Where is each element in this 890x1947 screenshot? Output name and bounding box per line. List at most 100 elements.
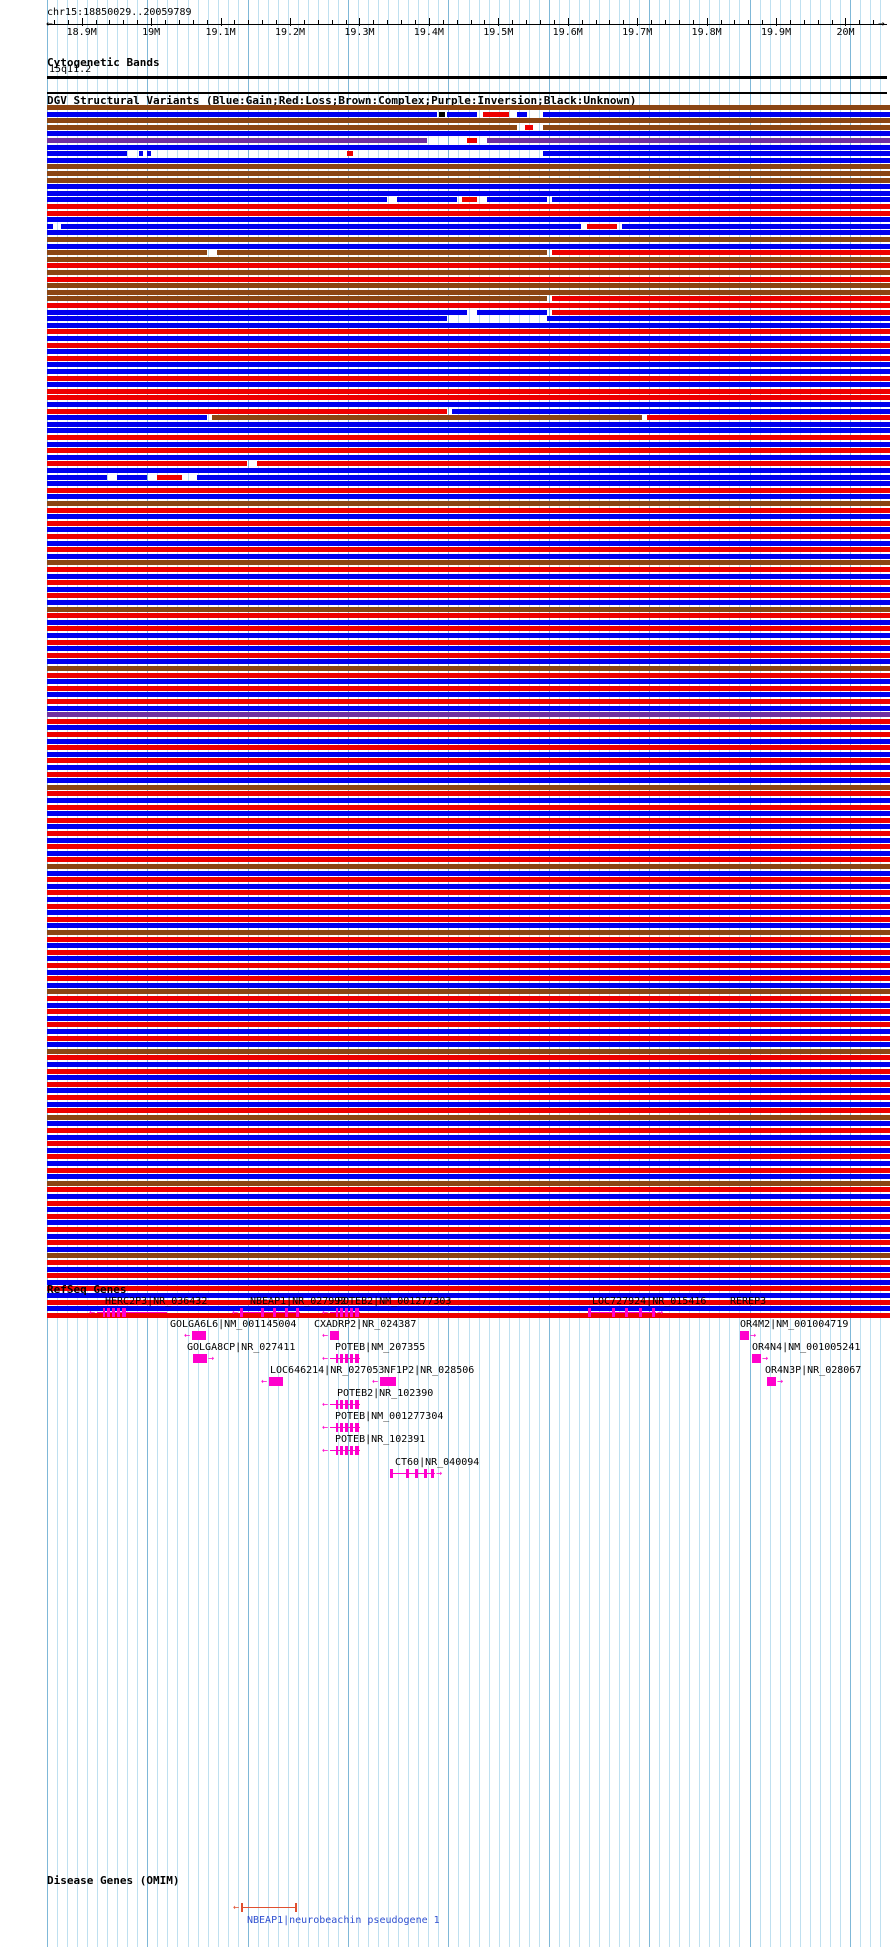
dgv-variant-loss[interactable]: [483, 111, 509, 117]
dgv-variant-complex[interactable]: [47, 606, 890, 612]
dgv-variant-loss[interactable]: [47, 916, 890, 922]
dgv-variant-gain[interactable]: [47, 369, 890, 374]
dgv-variant-gain[interactable]: [47, 111, 437, 117]
refseq-track-title[interactable]: RefSeq Genes: [47, 1283, 127, 1296]
dgv-variant-gain[interactable]: [552, 197, 890, 203]
dgv-variant-loss[interactable]: [47, 329, 890, 335]
dgv-variant-loss[interactable]: [552, 250, 890, 256]
refseq-gene-glyph[interactable]: ←: [261, 1377, 283, 1387]
dgv-variant-gain[interactable]: [47, 184, 890, 190]
dgv-variant-gain[interactable]: [47, 824, 890, 830]
dgv-variant-loss[interactable]: [47, 388, 890, 394]
dgv-variant-loss[interactable]: [47, 732, 890, 737]
dgv-variant-loss[interactable]: [587, 223, 617, 229]
dgv-variant-loss[interactable]: [47, 487, 890, 493]
dgv-variant-complex[interactable]: [47, 118, 890, 124]
dgv-variant-inversion[interactable]: [487, 138, 890, 143]
dgv-variant-loss[interactable]: [47, 1299, 890, 1305]
dgv-variant-loss[interactable]: [257, 461, 890, 467]
dgv-variant-complex[interactable]: [47, 250, 207, 256]
dgv-variant-gain[interactable]: [47, 217, 890, 223]
refseq-gene-label[interactable]: OR4M2|NM_001004719: [740, 1319, 849, 1330]
dgv-variant-gain[interactable]: [47, 481, 890, 487]
dgv-variant-gain[interactable]: [543, 111, 890, 117]
dgv-variant-loss[interactable]: [47, 771, 890, 777]
dgv-variant-gain[interactable]: [47, 1015, 890, 1021]
dgv-variant-gain[interactable]: [47, 362, 890, 368]
dgv-variant-gain[interactable]: [47, 798, 890, 803]
dgv-variant-loss[interactable]: [47, 857, 890, 863]
dgv-variant-loss[interactable]: [47, 1167, 890, 1173]
dgv-variant-gain[interactable]: [47, 540, 890, 546]
dgv-variant-loss[interactable]: [47, 844, 890, 850]
dgv-variant-gain[interactable]: [47, 923, 890, 929]
dgv-variant-gain[interactable]: [47, 223, 53, 229]
dgv-variant-loss[interactable]: [47, 976, 890, 982]
dgv-variant-complex[interactable]: [543, 124, 890, 130]
dgv-variant-gain[interactable]: [543, 151, 890, 157]
refseq-gene-label[interactable]: POTEB|NR_102391: [335, 1434, 426, 1445]
dgv-variant-gain[interactable]: [477, 309, 547, 315]
refseq-gene-label[interactable]: CT60|NR_040094: [395, 1457, 480, 1468]
refseq-gene-label[interactable]: GOLGA6L6|NM_001145004: [170, 1319, 297, 1330]
refseq-gene-glyph[interactable]: →: [752, 1354, 768, 1364]
dgv-variant-gain[interactable]: [197, 474, 890, 480]
dgv-variant-loss[interactable]: [47, 580, 890, 586]
refseq-gene-label[interactable]: NBEAP1|NR_027992: [250, 1296, 347, 1307]
dgv-variant-loss[interactable]: [47, 461, 247, 467]
refseq-gene-label[interactable]: POTEB|NM_207355: [335, 1342, 426, 1353]
dgv-variant-gain[interactable]: [47, 197, 387, 203]
refseq-gene-label[interactable]: NF1P2|NR_028506: [384, 1365, 475, 1376]
dgv-variant-loss[interactable]: [47, 1273, 890, 1279]
dgv-variant-loss[interactable]: [47, 831, 890, 836]
refseq-gene-glyph[interactable]: ←: [322, 1308, 360, 1318]
dgv-variant-gain[interactable]: [47, 428, 890, 434]
dgv-variant-loss[interactable]: [47, 996, 890, 1001]
dgv-variant-complex[interactable]: [47, 164, 890, 170]
dgv-variant-gain[interactable]: [47, 619, 890, 625]
dgv-variant-loss[interactable]: [47, 408, 447, 414]
dgv-variant-complex[interactable]: [212, 415, 642, 421]
dgv-variant-gain[interactable]: [47, 1029, 890, 1034]
refseq-gene-label[interactable]: HERC2P3|NR_036432: [105, 1296, 208, 1307]
refseq-gene-glyph[interactable]: ←: [322, 1354, 360, 1364]
dgv-variant-loss[interactable]: [47, 1128, 890, 1133]
dgv-variant-gain[interactable]: [47, 573, 890, 579]
dgv-variant-loss[interactable]: [47, 1187, 890, 1193]
dgv-variant-loss[interactable]: [47, 507, 890, 513]
dgv-variant-loss[interactable]: [47, 1260, 890, 1265]
dgv-variant-loss[interactable]: [47, 204, 890, 209]
refseq-gene-glyph[interactable]: →: [740, 1331, 756, 1341]
dgv-variant-gain[interactable]: [47, 600, 890, 605]
refseq-gene-glyph[interactable]: ←: [89, 1308, 167, 1318]
dgv-variant-gain[interactable]: [47, 897, 890, 902]
dgv-variant-complex[interactable]: [47, 124, 517, 130]
dgv-variant-loss[interactable]: [47, 303, 890, 308]
dgv-variant-loss[interactable]: [47, 718, 890, 724]
dgv-variant-gain[interactable]: [47, 778, 890, 784]
dgv-variant-gain[interactable]: [622, 223, 890, 229]
dgv-variant-loss[interactable]: [47, 534, 890, 539]
dgv-variant-gain[interactable]: [47, 1075, 890, 1081]
dgv-variant-gain[interactable]: [47, 910, 890, 916]
dgv-variant-gain[interactable]: [47, 982, 890, 988]
dgv-variant-gain[interactable]: [47, 751, 890, 757]
dgv-variant-complex[interactable]: [47, 270, 890, 275]
dgv-variant-complex[interactable]: [47, 864, 890, 869]
dgv-variant-loss[interactable]: [157, 474, 182, 480]
dgv-variant-gain[interactable]: [452, 408, 890, 414]
dgv-variant-complex[interactable]: [47, 1114, 890, 1120]
dgv-variant-gain[interactable]: [47, 1279, 890, 1285]
refseq-gene-label[interactable]: REREP3: [730, 1296, 767, 1307]
dgv-variant-loss[interactable]: [47, 791, 890, 797]
dgv-variant-loss[interactable]: [47, 745, 890, 751]
dgv-variant-gain[interactable]: [47, 738, 890, 744]
dgv-variant-complex[interactable]: [47, 289, 890, 295]
dgv-variant-loss[interactable]: [552, 296, 890, 302]
dgv-variant-gain[interactable]: [47, 1161, 890, 1166]
dgv-variant-gain[interactable]: [397, 197, 457, 203]
dgv-variant-loss[interactable]: [347, 151, 353, 157]
dgv-variant-gain[interactable]: [47, 1088, 890, 1094]
dgv-variant-loss[interactable]: [47, 1286, 890, 1292]
dgv-variant-loss[interactable]: [47, 613, 890, 619]
